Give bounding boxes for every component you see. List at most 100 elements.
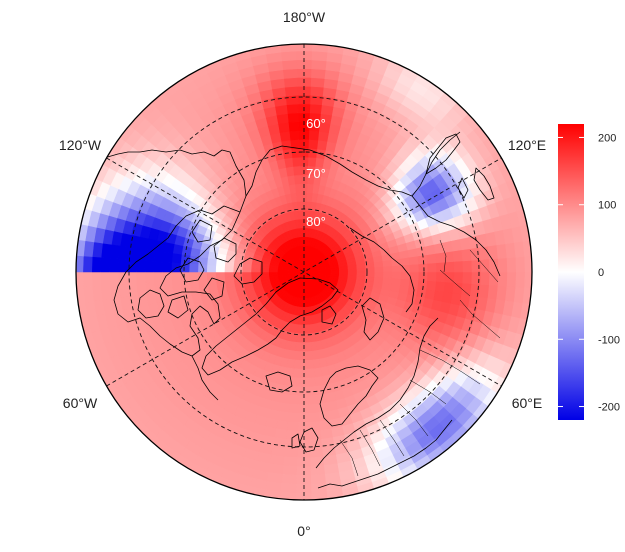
field-cell — [383, 265, 393, 273]
field-cell — [515, 256, 526, 273]
field-cell — [197, 256, 208, 266]
field-cell — [280, 393, 292, 405]
label-lon-upper-left: 120°W — [59, 137, 102, 153]
field-cell — [144, 260, 155, 273]
field-cell — [100, 257, 111, 273]
field-cell — [153, 250, 165, 263]
field-cell — [310, 77, 325, 88]
field-cell — [307, 139, 319, 150]
field-cell — [224, 260, 235, 268]
field-cell — [306, 183, 314, 194]
field-cell — [280, 482, 297, 494]
field-cell — [407, 286, 419, 297]
label-lon-bottom: 0° — [297, 523, 310, 539]
field-cell — [126, 271, 137, 285]
field-cell — [427, 262, 438, 273]
field-cell — [426, 253, 437, 264]
field-cell — [471, 271, 482, 285]
map-boundary — [75, 43, 533, 501]
field-cell — [452, 249, 464, 262]
field-cell — [400, 278, 411, 288]
label-lat-60: 60° — [306, 116, 326, 131]
coastline-labrador — [191, 355, 219, 401]
colorbar-tick-label: 100 — [598, 200, 616, 212]
field-cell — [241, 267, 252, 273]
field-cell — [292, 368, 301, 379]
borders-europe — [339, 349, 481, 477]
field-cell — [292, 165, 301, 176]
field-cell — [135, 259, 146, 273]
field-cell — [487, 244, 499, 260]
field-cell — [288, 403, 300, 414]
field-cell — [290, 386, 301, 397]
field-cell — [382, 277, 393, 285]
field-cell — [291, 156, 301, 167]
coastline-japan — [457, 167, 495, 201]
field-cell — [310, 59, 327, 71]
field-cell — [462, 271, 473, 285]
field-cell — [338, 271, 349, 276]
field-cell — [307, 394, 319, 405]
field-cell — [295, 342, 302, 352]
field-cell — [471, 259, 482, 273]
field-cell — [127, 247, 138, 261]
field-cell — [224, 266, 234, 273]
coastline-hudson-bay — [137, 289, 165, 319]
coastline-east-asia — [411, 195, 501, 277]
field-cell — [309, 85, 324, 97]
coastline-east-siberia — [245, 131, 461, 197]
graticule — [106, 44, 502, 500]
borders-asia — [439, 239, 501, 339]
coastline-siberia — [349, 227, 415, 313]
field-cell — [418, 271, 429, 281]
field-cell — [287, 112, 300, 123]
field-cell — [487, 284, 499, 300]
field-cell — [480, 258, 491, 273]
field-cell — [109, 258, 120, 273]
field-cell — [391, 271, 402, 280]
field-cell — [281, 473, 298, 485]
field-cell — [391, 277, 402, 286]
colorbar-tick-label: 0 — [598, 267, 604, 279]
field-cell — [206, 264, 217, 273]
field-cell — [308, 130, 320, 141]
field-cell — [308, 421, 321, 432]
coastlines — [103, 131, 501, 489]
field-cell — [188, 263, 199, 273]
field-cell — [311, 183, 320, 194]
field-cell — [259, 268, 270, 273]
field-cell — [356, 271, 367, 277]
field-cell — [91, 256, 102, 273]
field-cell — [162, 280, 173, 293]
label-lon-upper-right: 120°E — [508, 137, 546, 153]
field-cell — [287, 412, 300, 423]
field-cell — [117, 258, 128, 273]
field-cell — [426, 280, 437, 291]
field-cell — [488, 271, 499, 286]
field-cell — [330, 271, 340, 275]
field-cell — [373, 276, 384, 284]
field-cell — [144, 271, 155, 284]
field-cell — [135, 248, 147, 262]
field-cell — [443, 281, 455, 294]
field-cell — [153, 261, 164, 273]
field-cell — [418, 263, 429, 273]
field-cell — [497, 257, 508, 273]
field-cell — [91, 271, 102, 288]
field-cell — [306, 192, 313, 202]
label-lon-lower-right: 60°E — [512, 395, 543, 411]
field-cell — [215, 271, 225, 279]
field-cell — [515, 271, 526, 288]
field-cell — [288, 130, 300, 141]
colorbar-tick-label: -100 — [598, 334, 620, 346]
colorbar-tick-label: -200 — [598, 402, 620, 414]
coastline-europe — [315, 317, 439, 469]
coastline-british-isles — [291, 427, 319, 453]
field-cell — [374, 271, 384, 278]
field-cell — [250, 267, 261, 273]
field-cell — [506, 256, 517, 273]
coastline-europe-south — [317, 419, 453, 489]
field-cell — [171, 280, 182, 291]
coastline-canadian-archipelago — [167, 219, 263, 319]
field-cell — [347, 271, 358, 277]
